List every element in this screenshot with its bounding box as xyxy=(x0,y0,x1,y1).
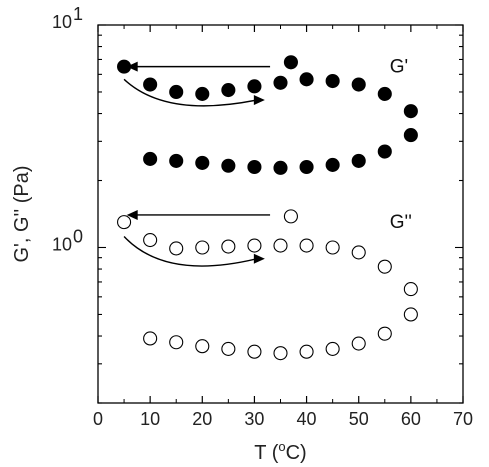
x-axis-label: T (oC) xyxy=(254,439,306,464)
g-prime-point xyxy=(377,86,392,101)
arrow-head xyxy=(126,209,138,220)
series-group xyxy=(117,55,418,175)
g-prime-point xyxy=(195,155,210,170)
g-double-prime-point xyxy=(221,341,236,356)
g-double-prime-point xyxy=(273,346,288,361)
g-double-prime-point xyxy=(403,307,418,322)
y-tick-label-exponent: 0 xyxy=(73,226,83,246)
g-prime-point xyxy=(403,128,418,143)
g-prime-point xyxy=(169,153,184,168)
y-tick-label-base: 10 xyxy=(52,234,72,254)
x-axis-label-main: T ( xyxy=(254,442,278,464)
g-double-prime-point xyxy=(221,239,236,254)
g-prime-point xyxy=(273,75,288,90)
g-prime-point xyxy=(143,151,158,167)
g-prime-point xyxy=(143,77,158,92)
g-prime-point xyxy=(247,79,262,94)
g-prime-point xyxy=(247,159,262,175)
y-tick-label: 10 xyxy=(52,234,72,254)
g-prime-point xyxy=(221,158,236,173)
g-double-prime-point xyxy=(273,238,288,253)
g-double-prime-point xyxy=(377,326,392,341)
g-prime-point xyxy=(117,59,132,74)
g-double-prime-point xyxy=(325,240,340,255)
x-tick-label: 30 xyxy=(244,409,264,429)
g-double-prime-point xyxy=(247,238,262,253)
g-double-prime-point xyxy=(283,209,298,224)
x-axis-tick-labels: 0 10 20 30 40 50 60 70 xyxy=(93,409,473,429)
g-prime-point xyxy=(299,159,314,175)
g-prime-point xyxy=(403,104,418,119)
y-tick-label-base: 10 xyxy=(52,12,72,32)
y-axis-ticks xyxy=(98,24,463,404)
arrow-head xyxy=(126,61,138,72)
g-prime-point xyxy=(169,84,184,100)
g-prime-point xyxy=(325,157,340,172)
y-tick-label: 10 xyxy=(52,12,72,32)
g-prime-point xyxy=(195,86,210,101)
g-double-prime-point xyxy=(325,341,340,356)
g-prime-point xyxy=(351,153,366,168)
g-double-prime-point xyxy=(143,331,158,346)
x-tick-label: 70 xyxy=(453,409,473,429)
g-double-prime-point xyxy=(299,238,314,253)
g-prime-point xyxy=(221,83,236,98)
cooling-arrow xyxy=(126,209,271,220)
x-axis-ticks xyxy=(97,25,464,403)
g-double-prime-point xyxy=(117,215,132,230)
heating-arrow xyxy=(123,78,265,107)
x-tick-label: 40 xyxy=(297,409,317,429)
arrow-head xyxy=(253,253,265,264)
g-double-prime-point xyxy=(299,344,314,359)
arrow-shaft xyxy=(123,236,258,267)
g-prime-point xyxy=(273,160,288,175)
g-double-prime-point xyxy=(195,339,210,354)
g-double-prime-point xyxy=(377,259,392,274)
g-prime-point xyxy=(283,55,298,70)
series-group xyxy=(117,209,418,361)
g-double-prime-point xyxy=(351,336,366,351)
x-tick-label: 0 xyxy=(93,409,103,429)
arrow-head xyxy=(253,95,265,106)
g-double-prime-point xyxy=(247,344,262,359)
g-prime-point xyxy=(299,72,314,87)
x-axis-label-superscript: o xyxy=(278,439,285,454)
g-double-prime-point xyxy=(195,240,210,255)
g-double-prime-point xyxy=(169,241,184,256)
y-tick-label-exponent: 1 xyxy=(73,4,83,24)
arrow-shaft xyxy=(123,78,257,107)
y-axis-label: G', G'' (Pa) xyxy=(11,165,33,262)
g-double-prime-point xyxy=(143,233,158,248)
x-axis-label-end: C) xyxy=(286,442,307,464)
g-double-prime-point xyxy=(351,245,366,260)
g-prime-point xyxy=(325,73,340,89)
x-tick-label: 20 xyxy=(192,409,212,429)
g-prime-point xyxy=(351,77,366,92)
series-annotations: G' G'' xyxy=(390,57,412,234)
cooling-arrow xyxy=(126,61,271,72)
x-tick-label: 50 xyxy=(349,409,369,429)
series-annotation: G' xyxy=(390,57,408,78)
heating-arrow xyxy=(123,236,265,267)
x-tick-label: 10 xyxy=(140,409,160,429)
x-tick-label: 60 xyxy=(401,409,421,429)
g-double-prime-point xyxy=(403,282,418,297)
temperature-direction-arrows xyxy=(123,61,271,267)
data-series xyxy=(117,55,418,361)
g-prime-point xyxy=(377,144,392,159)
g-double-prime-point xyxy=(169,335,184,350)
series-annotation: G'' xyxy=(390,212,412,233)
